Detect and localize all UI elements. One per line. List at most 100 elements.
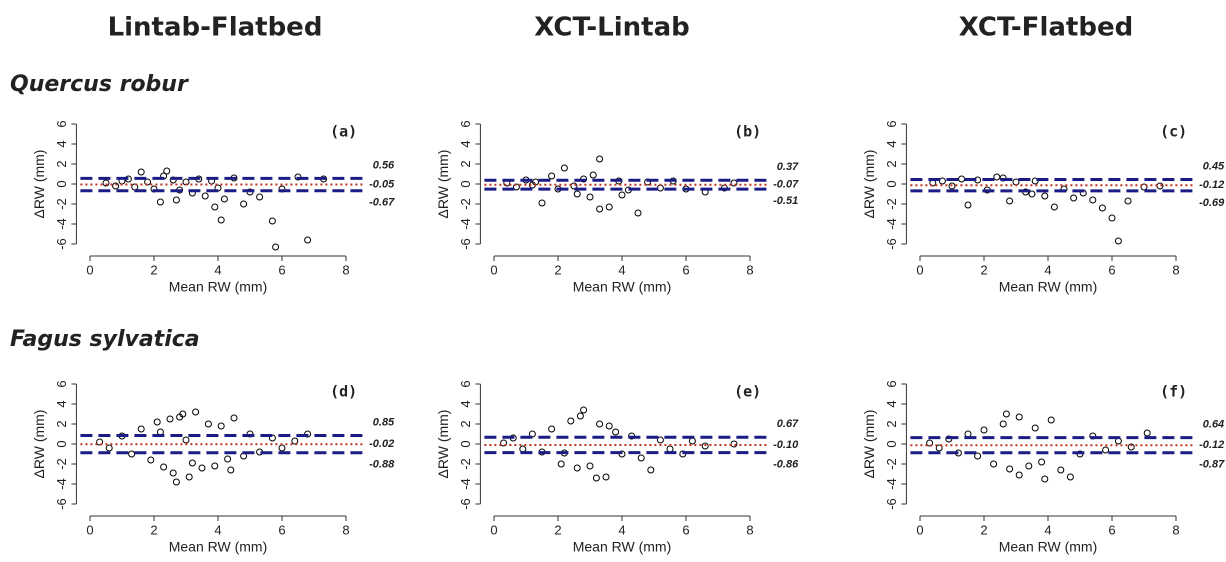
limit-label: 0.37 (777, 161, 799, 173)
point (618, 191, 626, 199)
x-tick-label: 8 (746, 262, 753, 277)
point (224, 455, 232, 463)
y-tick-label: -4 (54, 478, 69, 490)
x-tick-label: 0 (86, 522, 93, 537)
x-tick-label: 2 (980, 262, 987, 277)
x-tick-label: 4 (214, 262, 221, 277)
panel-label: (e) (734, 383, 761, 401)
point (948, 182, 956, 190)
point (1015, 471, 1023, 479)
point (153, 418, 161, 426)
limit-label: 0.64 (1203, 419, 1224, 431)
point (602, 473, 610, 481)
column-title: XCT-Lintab (534, 13, 689, 43)
y-tick-label: 0 (458, 440, 473, 447)
x-tick-label: 6 (682, 262, 689, 277)
limit-label: 0.56 (373, 159, 395, 171)
x-axis-label: Mean RW (mm) (573, 279, 672, 295)
point (185, 473, 193, 481)
y-tick-label: -4 (54, 218, 69, 230)
point (169, 469, 177, 477)
point (1006, 465, 1014, 473)
point (935, 444, 943, 452)
point (156, 198, 164, 206)
x-tick-label: 6 (682, 522, 689, 537)
point (1057, 466, 1065, 474)
x-axis-label: Mean RW (mm) (573, 539, 672, 555)
x-tick-label: 4 (214, 522, 221, 537)
limit-label: 0.85 (373, 416, 395, 428)
point (586, 193, 594, 201)
column-title: XCT-Flatbed (959, 13, 1133, 43)
point (573, 464, 581, 472)
point (1041, 475, 1049, 483)
y-tick-label: 4 (884, 400, 899, 407)
point (220, 195, 228, 203)
point (1002, 410, 1010, 418)
point (926, 439, 934, 447)
y-tick-label: 6 (54, 120, 69, 127)
point (1031, 424, 1039, 432)
panel-label: (f) (1160, 383, 1187, 401)
point (548, 425, 556, 433)
point (188, 459, 196, 467)
point (291, 437, 299, 445)
y-tick-label: 6 (54, 380, 69, 387)
y-axis-label: ΔRW (mm) (861, 150, 877, 219)
point (1041, 192, 1049, 200)
mean-label: -0.02 (369, 438, 394, 450)
point (589, 171, 597, 179)
point (137, 168, 145, 176)
point (160, 463, 168, 471)
point (211, 462, 219, 470)
mean-label: -0.12 (1199, 439, 1224, 451)
mean-label: -0.07 (773, 179, 799, 191)
x-tick-label: 0 (916, 522, 923, 537)
x-tick-label: 8 (342, 262, 349, 277)
y-tick-label: 0 (884, 440, 899, 447)
y-axis-label: ΔRW (mm) (435, 410, 451, 479)
y-tick-label: 6 (458, 380, 473, 387)
x-tick-label: 8 (746, 522, 753, 537)
point (176, 413, 184, 421)
point (1089, 196, 1097, 204)
y-tick-label: 4 (884, 140, 899, 147)
point (1143, 429, 1151, 437)
point (1006, 197, 1014, 205)
point (637, 454, 645, 462)
point (1108, 214, 1116, 222)
mean-label: -0.12 (1199, 179, 1224, 191)
point (1070, 194, 1078, 202)
y-tick-label: -6 (54, 498, 69, 510)
point (166, 415, 174, 423)
point (974, 452, 982, 460)
point (204, 420, 212, 428)
y-tick-label: 4 (458, 140, 473, 147)
y-tick-label: 6 (884, 380, 899, 387)
mean-label: -0.05 (369, 178, 395, 190)
y-tick-label: 0 (884, 180, 899, 187)
point (172, 196, 180, 204)
point (538, 199, 546, 207)
point (182, 436, 190, 444)
y-tick-label: -6 (458, 498, 473, 510)
point (272, 243, 280, 251)
y-tick-label: -4 (458, 478, 473, 490)
point (1050, 203, 1058, 211)
point (163, 167, 171, 175)
limit-label: -0.67 (369, 197, 395, 209)
point (217, 422, 225, 430)
x-tick-label: 6 (1108, 522, 1115, 537)
x-axis-label: Mean RW (mm) (169, 539, 268, 555)
point (634, 209, 642, 217)
point (147, 456, 155, 464)
point (256, 193, 264, 201)
x-tick-label: 2 (554, 522, 561, 537)
y-tick-label: 0 (54, 180, 69, 187)
point (268, 217, 276, 225)
point (304, 236, 312, 244)
x-tick-label: 4 (1044, 522, 1051, 537)
point (1047, 416, 1055, 424)
point (198, 464, 206, 472)
y-axis-label: ΔRW (mm) (435, 150, 451, 219)
